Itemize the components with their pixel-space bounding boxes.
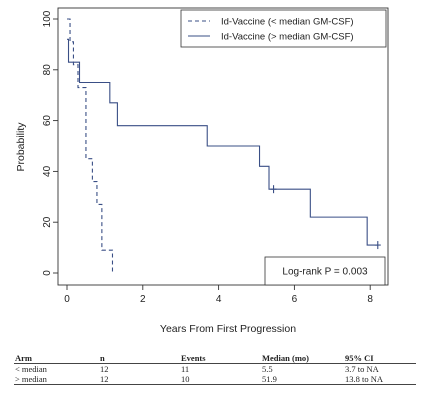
header-events: Events <box>180 353 261 364</box>
cell-n: 12 <box>100 364 109 374</box>
cell-n: 12 <box>99 374 180 385</box>
x-axis-label: Years From First Progression <box>160 323 296 335</box>
x-axis: 0 2 4 6 8 <box>64 285 373 305</box>
cell-arm: < median <box>15 364 47 374</box>
y-tick-label: 100 <box>42 10 53 27</box>
legend-label-lt-median: Id-Vaccine (< median GM-CSF) <box>221 17 354 28</box>
y-tick-label: 80 <box>42 64 53 76</box>
table-header-row: Arm n Events Median (mo) 95% CI <box>14 353 416 364</box>
header-median: Median (mo) <box>261 353 344 364</box>
y-tick-label: 20 <box>42 216 53 228</box>
header-arm: Arm <box>14 353 99 364</box>
annotation-box <box>264 256 386 286</box>
cell-events: 11 <box>181 364 190 374</box>
series-line-gt-median <box>67 38 378 246</box>
cell-median: 51.9 <box>261 374 344 385</box>
annotation: Log-rank P = 0.003 <box>264 256 386 286</box>
cell-ci: 13.8 to NA <box>344 374 416 385</box>
cell-median: 5.5 <box>262 364 273 374</box>
table-row: > median 12 10 51.9 13.8 to NA <box>14 374 416 385</box>
y-tick-label: 0 <box>42 270 53 276</box>
series-layer <box>67 18 381 273</box>
y-axis-label: Probability <box>15 122 27 172</box>
table-row: < median 12 11 5.5 3.7 to NA <box>14 364 416 375</box>
x-tick-label: 6 <box>292 294 298 305</box>
y-tick-label: 60 <box>42 115 53 127</box>
legend-box <box>180 9 387 48</box>
log-rank-annotation: Log-rank P = 0.003 <box>282 267 368 278</box>
x-tick-label: 0 <box>64 294 70 305</box>
cell-ci: 3.7 to NA <box>345 364 379 374</box>
cell-arm: > median <box>14 374 99 385</box>
series-line-lt-median <box>67 18 114 273</box>
y-axis: 0 20 40 60 80 100 <box>42 10 58 276</box>
legend-label-gt-median: Id-Vaccine (> median GM-CSF) <box>221 32 354 43</box>
km-survival-chart: 0 20 40 60 80 100 0 2 4 6 8 Probability Years Fro… <box>15 7 389 335</box>
x-tick-label: 4 <box>216 294 222 305</box>
header-ci: 95% CI <box>344 353 416 364</box>
x-tick-label: 8 <box>367 294 373 305</box>
legend: Id-Vaccine (< median GM-CSF) Id-Vaccine … <box>180 9 387 48</box>
x-tick-label: 2 <box>140 294 146 305</box>
y-tick-label: 40 <box>42 165 53 177</box>
header-n: n <box>99 353 180 364</box>
summary-table: Arm n Events Median (mo) 95% CI < median… <box>14 353 416 385</box>
cell-events: 10 <box>180 374 261 385</box>
plot-frame <box>57 7 389 286</box>
plot-border <box>57 7 389 286</box>
